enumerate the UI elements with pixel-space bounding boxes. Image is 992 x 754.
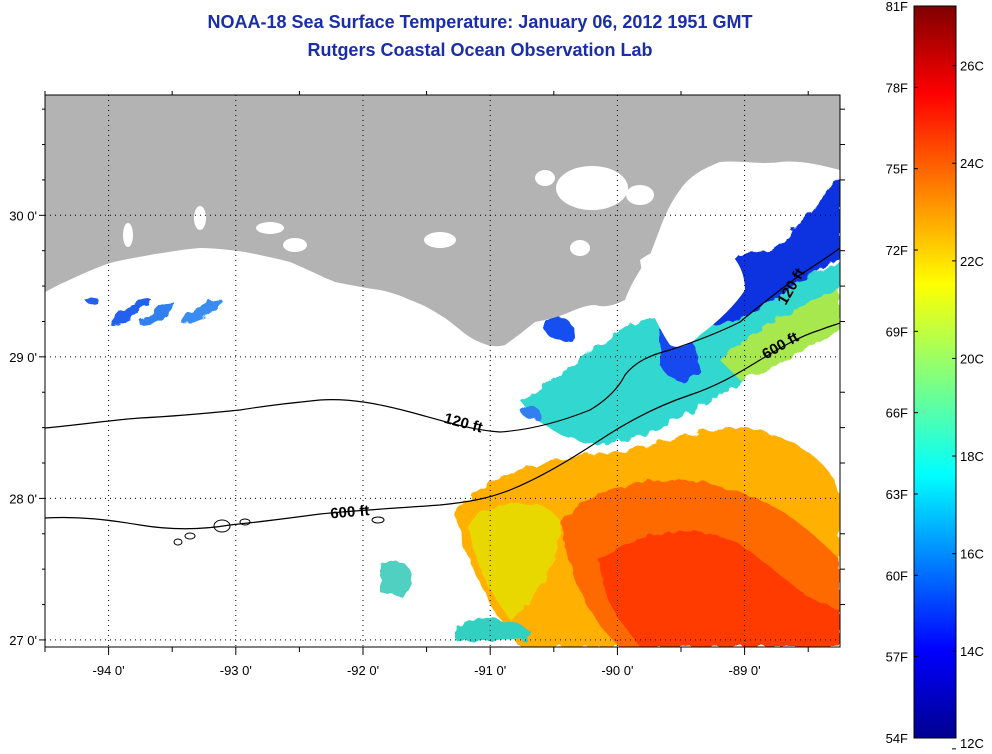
colorbar-c-label: 12C xyxy=(960,736,984,751)
sst-patch-yellow xyxy=(470,503,560,620)
sst-patch-green xyxy=(720,290,840,380)
lat-tick-label: 27 0' xyxy=(9,633,37,648)
colorbar-f-label: 54F xyxy=(886,731,908,746)
colorbar-c-label: 16C xyxy=(960,547,984,562)
graticule xyxy=(45,95,840,647)
lon-tick-label: -89 0' xyxy=(729,663,761,678)
colorbar-c-label: 22C xyxy=(960,254,984,269)
colorbar-c-label: 26C xyxy=(960,59,984,74)
contour-islands xyxy=(173,516,385,546)
sst-patch-teal-south xyxy=(455,618,530,640)
sst-patch-core xyxy=(600,530,840,647)
colorbar-f-label: 66F xyxy=(886,406,908,421)
colorbar-f-label: 78F xyxy=(886,80,908,95)
sst-streak-2 xyxy=(140,302,175,325)
colorbar-c-label: 14C xyxy=(960,644,984,659)
colorbar-c-label: 18C xyxy=(960,449,984,464)
sst-streak-1 xyxy=(110,297,150,325)
isobath-label: 600 ft xyxy=(330,502,371,522)
lat-tick-label: 28 0' xyxy=(9,491,37,506)
lat-tick-label: 29 0' xyxy=(9,350,37,365)
delta-region xyxy=(640,243,745,347)
sst-streak-3 xyxy=(180,299,222,323)
colorbar-f-label: 60F xyxy=(886,568,908,583)
sst-patch-cold-inlet xyxy=(545,316,575,342)
colorbar xyxy=(913,5,957,739)
lon-tick-label: -93 0' xyxy=(220,663,252,678)
map-subtitle: Rutgers Coastal Ocean Observation Lab xyxy=(307,40,653,60)
isobath-600ft xyxy=(45,322,840,530)
lat-tick-label: 30 0' xyxy=(9,208,37,223)
colorbar-f-label: 63F xyxy=(886,487,908,502)
lon-tick-label: -91 0' xyxy=(474,663,506,678)
sst-patch-small-1 xyxy=(520,405,541,420)
map-title: NOAA-18 Sea Surface Temperature: January… xyxy=(207,12,753,32)
colorbar-f-label: 72F xyxy=(886,243,908,258)
colorbar-c-label: 20C xyxy=(960,351,984,366)
isobath-120ft xyxy=(45,247,840,433)
colorbar-f-label: 81F xyxy=(886,0,908,14)
colorbar-f-label: 57F xyxy=(886,650,908,665)
lon-tick-label: -90 0' xyxy=(601,663,633,678)
sst-patch-teal-west xyxy=(380,560,412,596)
colorbar-f-label: 75F xyxy=(886,162,908,177)
lon-tick-label: -92 0' xyxy=(347,663,379,678)
colorbar-c-label: 24C xyxy=(960,156,984,171)
colorbar-f-label: 69F xyxy=(886,324,908,339)
lon-tick-label: -94 0' xyxy=(93,663,125,678)
sst-streak-4 xyxy=(85,296,99,305)
land-mass xyxy=(45,95,840,347)
plot-frame xyxy=(44,94,841,648)
